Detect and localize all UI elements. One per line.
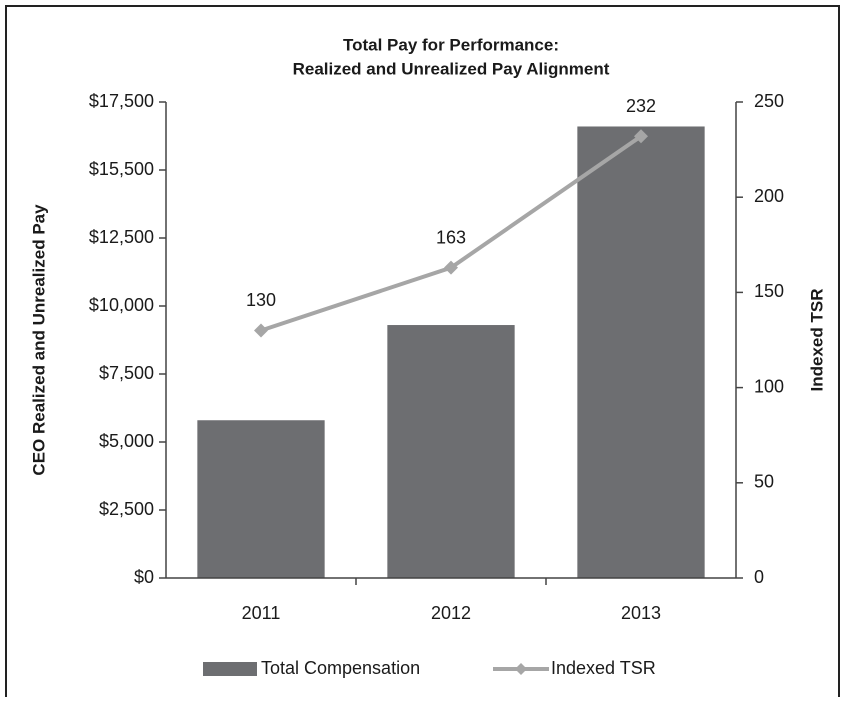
- y2-tick-label: 200: [754, 186, 784, 206]
- y2-tick-label: 150: [754, 281, 784, 301]
- y-tick-label: $17,500: [89, 91, 154, 111]
- legend-swatch: [203, 662, 257, 676]
- y-tick-label: $10,000: [89, 295, 154, 315]
- bar: [577, 126, 705, 578]
- y-tick-label: $15,500: [89, 159, 154, 179]
- chart-border: [5, 5, 840, 702]
- marker: [634, 129, 648, 144]
- y2-axis-title: Indexed TSR: [807, 289, 826, 392]
- y-tick-label: $0: [134, 567, 154, 587]
- chart-title: Realized and Unrealized Pay Alignment: [293, 59, 610, 78]
- y-tick-label: $2,500: [99, 499, 154, 519]
- legend-marker: [515, 663, 527, 675]
- legend-label: Total Compensation: [261, 658, 420, 678]
- y2-tick-label: 0: [754, 567, 764, 587]
- y-axis-title: CEO Realized and Unrealized Pay: [29, 204, 48, 476]
- y2-tick-label: 50: [754, 472, 774, 492]
- legend-label: Indexed TSR: [551, 658, 656, 678]
- y-tick-label: $5,000: [99, 431, 154, 451]
- y2-tick-label: 100: [754, 376, 784, 396]
- bar: [197, 420, 325, 578]
- marker: [254, 323, 268, 338]
- bar: [387, 325, 515, 578]
- marker: [444, 260, 458, 275]
- x-tick-label: 2013: [621, 603, 661, 623]
- data-label: 232: [626, 96, 656, 116]
- data-label: 163: [436, 227, 466, 247]
- y2-tick-label: 250: [754, 91, 784, 111]
- x-tick-label: 2012: [431, 603, 471, 623]
- chart-title: Total Pay for Performance:: [343, 35, 559, 54]
- x-tick-label: 2011: [242, 603, 281, 623]
- data-label: 130: [246, 290, 276, 310]
- y-tick-label: $12,500: [89, 227, 154, 247]
- y-tick-label: $7,500: [99, 363, 154, 383]
